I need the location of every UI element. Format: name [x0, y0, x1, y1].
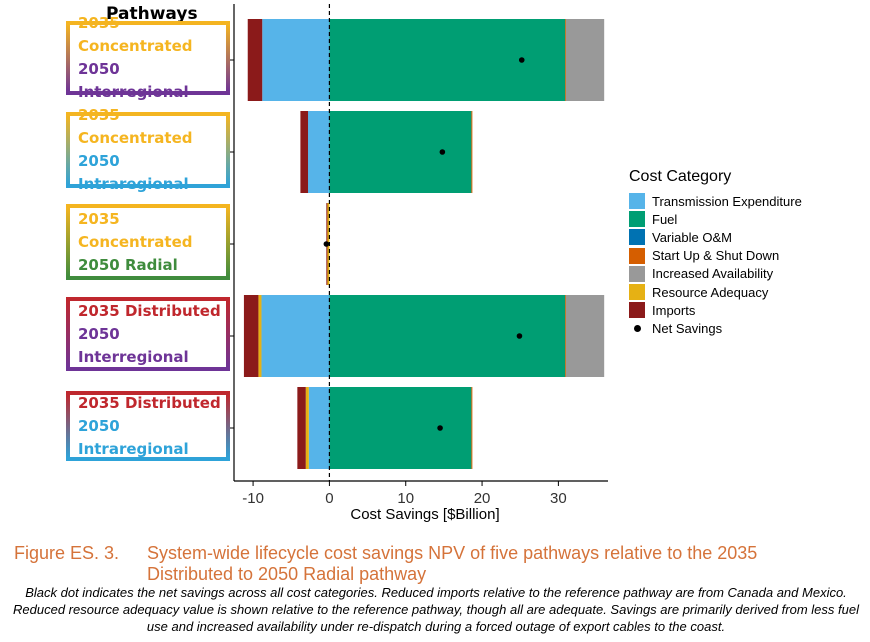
legend-label: Imports [652, 302, 696, 318]
bar-segment-resource-adequacy [258, 295, 262, 377]
legend-item: Imports [629, 301, 802, 319]
x-tick-label: -10 [242, 490, 264, 507]
legend-item: Start Up & Shut Down [629, 247, 802, 265]
legend-item: Increased Availability [629, 265, 802, 283]
legend-title: Cost Category [629, 168, 732, 185]
bar-segment-increased-availability [566, 295, 605, 377]
bar-segment-fuel [329, 19, 566, 101]
legend-label: Start Up & Shut Down [652, 248, 780, 264]
legend-swatch [629, 284, 645, 301]
pathway-2035-label: 2035 Concentrated [78, 14, 193, 55]
bar-segment-resource-adequacy [305, 387, 309, 469]
legend-label: Transmission Expenditure [652, 193, 802, 209]
pathways-title: Pathways [106, 4, 198, 24]
legend-item-net-savings: Net Savings [629, 319, 802, 337]
legend-swatch [629, 193, 645, 210]
bar-segment-transmission-expenditure [308, 387, 330, 469]
legend-item: Fuel [629, 210, 802, 228]
bar-segment-fuel [329, 387, 472, 469]
legend-item: Transmission Expenditure [629, 192, 802, 210]
pathway-2035-label: 2035 Distributed [78, 393, 221, 412]
bar-segment-start-up-shut-down [471, 387, 473, 469]
pathway-2035-label: 2035 Distributed [78, 301, 221, 320]
legend-item: Variable O&M [629, 228, 802, 246]
pathway-label-box: 2035 Concentrated 2050 Intraregional [66, 106, 230, 193]
bar-segment-transmission-expenditure [308, 111, 330, 193]
legend-label: Resource Adequacy [652, 284, 769, 300]
legend-label: Variable O&M [652, 229, 732, 245]
bar-segment-fuel [329, 111, 472, 193]
pathway-2050-label: 2050 Intraregional [78, 416, 189, 458]
pathway-label-box: 2035 Concentrated 2050 Interregional [66, 14, 230, 101]
bar-segment-start-up-shut-down [565, 295, 567, 377]
legend-item: Resource Adequacy [629, 283, 802, 301]
bar-segment-imports [300, 111, 309, 193]
pathway-2050-label: 2050 Interregional [78, 324, 189, 366]
legend-label: Fuel [652, 211, 678, 227]
bar-segment-fuel [329, 295, 566, 377]
bar-segment-start-up-shut-down [471, 111, 473, 193]
figure-caption-note: Black dot indicates the net savings acro… [13, 585, 859, 634]
bar-segment-transmission-expenditure [262, 19, 330, 101]
caption-title-line1: System-wide lifecycle cost savings NPV o… [147, 543, 758, 563]
net-savings-point [439, 149, 446, 155]
net-savings-point [437, 425, 443, 431]
pathway-2035-label: 2035 Concentrated [78, 209, 193, 251]
x-tick-label: 30 [550, 490, 567, 507]
bar-segment-increased-availability [566, 19, 605, 101]
net-savings-point [518, 57, 525, 63]
legend-swatch [629, 302, 645, 319]
net-savings-point [323, 241, 330, 247]
bar-segment-start-up-shut-down [565, 19, 567, 101]
pathway-2050-label: 2050 Intraregional [78, 152, 189, 193]
x-tick-label: 10 [397, 490, 414, 507]
pathway-label-box: 2035 Concentrated 2050 Radial [66, 204, 230, 280]
legend-dot-icon [629, 320, 645, 336]
legend-swatch [629, 265, 645, 282]
legend-label: Net Savings [652, 320, 723, 336]
pathway-label-box: 2035 Distributed 2050 Interregional [66, 297, 230, 371]
net-savings-point [516, 333, 523, 339]
legend-label: Increased Availability [652, 266, 774, 282]
x-tick-label: 0 [325, 490, 333, 507]
pathway-label-box: 2035 Distributed 2050 Intraregional [66, 391, 230, 461]
figure-caption-title: Figure ES. 3. System-wide lifecycle cost … [14, 543, 864, 585]
figure-number: Figure ES. 3. [14, 543, 120, 563]
x-tick-label: 20 [474, 490, 491, 507]
pathway-2050-label: 2050 Radial [78, 255, 178, 274]
legend-swatch [629, 247, 645, 264]
bar-segment-imports [243, 295, 259, 377]
caption-title-line2: Distributed to 2050 Radial pathway [147, 564, 427, 584]
legend-swatch [629, 211, 645, 228]
legend: Cost Category Transmission Expenditure Fu… [629, 168, 802, 338]
x-axis-title: Cost Savings [$Billion] [350, 506, 500, 523]
bar-segment-transmission-expenditure [261, 295, 330, 377]
legend-swatch [629, 229, 645, 246]
bar-segment-imports [247, 19, 263, 101]
pathway-2050-label: 2050 Interregional [78, 60, 189, 101]
pathway-2035-label: 2035 Concentrated [78, 106, 193, 147]
bar-segment-imports [297, 387, 306, 469]
